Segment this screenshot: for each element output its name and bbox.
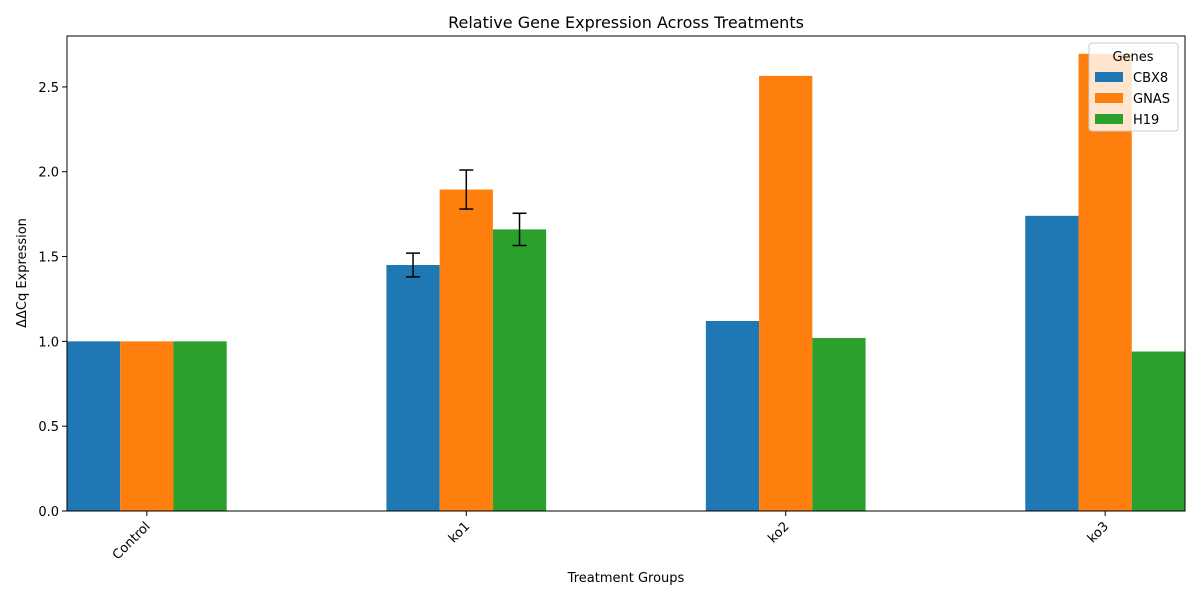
chart-title: Relative Gene Expression Across Treatmen… <box>448 13 804 32</box>
legend: Genes CBX8 GNAS H19 <box>1088 42 1179 132</box>
y-axis-label: ΔΔCq Expression <box>15 218 30 328</box>
legend-title: Genes <box>1112 50 1153 65</box>
x-tick-label: ko2 <box>765 519 792 546</box>
legend-label: CBX8 <box>1133 71 1168 86</box>
bar-cbx8-ko1 <box>386 265 440 511</box>
bar-gnas-ko1 <box>439 189 493 511</box>
error-bar <box>459 169 474 210</box>
y-tick-label: 1.0 <box>38 335 59 350</box>
x-axis-label: Treatment Groups <box>567 571 685 586</box>
y-axis: 0.0 0.5 1.0 1.5 2.0 2.5 <box>38 81 67 520</box>
error-bar <box>512 212 527 247</box>
x-tick-label: ko1 <box>446 519 473 546</box>
bars-layer <box>67 53 1185 512</box>
error-bar <box>406 252 421 278</box>
bar-cbx8-ko2 <box>705 321 760 511</box>
y-tick-label: 1.5 <box>38 251 59 266</box>
legend-swatch <box>1095 93 1123 103</box>
error-bars-layer <box>406 169 527 278</box>
x-axis: Control ko1 ko2 ko3 <box>110 511 1112 563</box>
plot-frame <box>66 35 1186 512</box>
bar-gnas-control <box>120 341 174 511</box>
y-tick-label: 0.0 <box>38 505 59 520</box>
bar-cbx8-control <box>67 341 121 511</box>
legend-label: GNAS <box>1133 92 1170 107</box>
y-tick-label: 0.5 <box>38 420 59 435</box>
legend-entries: CBX8 GNAS H19 <box>1095 71 1170 128</box>
x-tick-label: Control <box>110 519 154 563</box>
legend-swatch <box>1095 114 1123 124</box>
legend-label: H19 <box>1133 113 1159 128</box>
legend-swatch <box>1095 72 1123 82</box>
bar-cbx8-ko3 <box>1025 215 1079 512</box>
x-tick-label: ko3 <box>1085 519 1112 546</box>
legend-entry-gnas: GNAS <box>1095 92 1170 107</box>
bar-h19-ko2 <box>812 337 866 511</box>
legend-entry-cbx8: CBX8 <box>1095 71 1168 86</box>
bar-h19-ko3 <box>1131 351 1185 511</box>
y-tick-label: 2.0 <box>38 166 59 181</box>
bar-gnas-ko2 <box>759 75 813 511</box>
legend-entry-h19: H19 <box>1095 113 1159 128</box>
y-tick-label: 2.5 <box>38 81 59 96</box>
bar-h19-control <box>173 341 227 511</box>
bar-h19-ko1 <box>492 229 547 511</box>
legend-box <box>1088 42 1179 132</box>
